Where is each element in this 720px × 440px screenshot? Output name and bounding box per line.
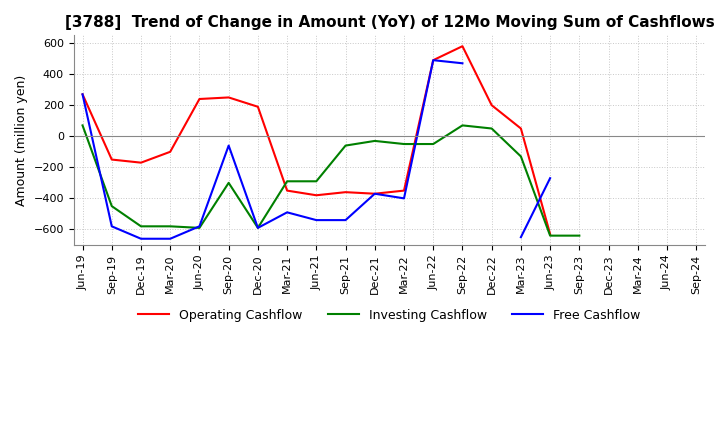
Free Cashflow	[225, 143, 233, 148]
Investing Cashflow	[78, 123, 87, 128]
Investing Cashflow	[487, 126, 496, 131]
Investing Cashflow	[137, 224, 145, 229]
Investing Cashflow	[253, 225, 262, 231]
Free Cashflow	[312, 217, 320, 223]
Operating Cashflow	[253, 104, 262, 110]
Operating Cashflow	[166, 149, 174, 154]
Line: Operating Cashflow: Operating Cashflow	[83, 46, 608, 234]
Investing Cashflow	[546, 233, 554, 238]
Free Cashflow	[78, 92, 87, 97]
Investing Cashflow	[400, 141, 408, 147]
Investing Cashflow	[341, 143, 350, 148]
Operating Cashflow	[312, 193, 320, 198]
Operating Cashflow	[225, 95, 233, 100]
Operating Cashflow	[283, 188, 292, 193]
Investing Cashflow	[225, 180, 233, 186]
Investing Cashflow	[516, 154, 525, 159]
Free Cashflow	[429, 58, 438, 63]
Investing Cashflow	[312, 179, 320, 184]
Investing Cashflow	[371, 138, 379, 143]
Free Cashflow	[400, 196, 408, 201]
Free Cashflow	[516, 235, 525, 240]
Operating Cashflow	[516, 126, 525, 131]
Free Cashflow	[283, 210, 292, 215]
Operating Cashflow	[107, 157, 116, 162]
Investing Cashflow	[195, 225, 204, 231]
Line: Free Cashflow: Free Cashflow	[83, 60, 550, 239]
Line: Investing Cashflow: Investing Cashflow	[83, 125, 580, 236]
Operating Cashflow	[487, 103, 496, 108]
Operating Cashflow	[400, 188, 408, 193]
Investing Cashflow	[166, 224, 174, 229]
Operating Cashflow	[78, 92, 87, 97]
Investing Cashflow	[283, 179, 292, 184]
Legend: Operating Cashflow, Investing Cashflow, Free Cashflow: Operating Cashflow, Investing Cashflow, …	[133, 304, 646, 327]
Operating Cashflow	[429, 58, 438, 63]
Free Cashflow	[341, 217, 350, 223]
Investing Cashflow	[575, 233, 584, 238]
Investing Cashflow	[458, 123, 467, 128]
Investing Cashflow	[429, 141, 438, 147]
Free Cashflow	[166, 236, 174, 242]
Operating Cashflow	[195, 96, 204, 102]
Free Cashflow	[253, 225, 262, 231]
Free Cashflow	[546, 176, 554, 181]
Operating Cashflow	[341, 190, 350, 195]
Operating Cashflow	[371, 191, 379, 196]
Operating Cashflow	[546, 231, 554, 237]
Operating Cashflow	[458, 44, 467, 49]
Operating Cashflow	[137, 160, 145, 165]
Free Cashflow	[107, 224, 116, 229]
Y-axis label: Amount (million yen): Amount (million yen)	[15, 74, 28, 206]
Free Cashflow	[458, 61, 467, 66]
Free Cashflow	[371, 191, 379, 196]
Free Cashflow	[137, 236, 145, 242]
Free Cashflow	[195, 224, 204, 229]
Operating Cashflow	[604, 53, 613, 58]
Title: [3788]  Trend of Change in Amount (YoY) of 12Mo Moving Sum of Cashflows: [3788] Trend of Change in Amount (YoY) o…	[65, 15, 714, 30]
Investing Cashflow	[107, 203, 116, 209]
